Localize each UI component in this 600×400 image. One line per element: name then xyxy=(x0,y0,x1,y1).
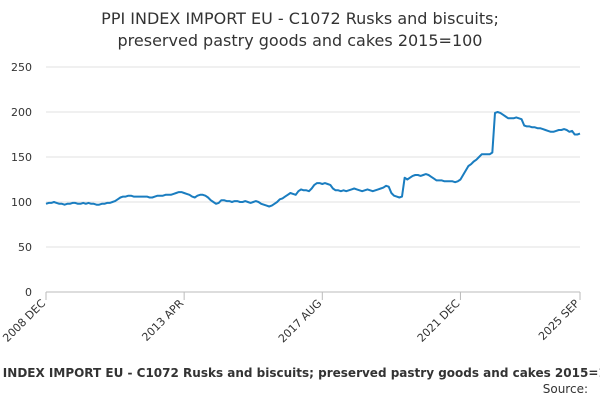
source-label: Source: xyxy=(543,382,588,396)
x-tick-label: 2008 DEC xyxy=(0,297,48,345)
y-tick-label: 0 xyxy=(25,286,32,299)
y-tick-label: 150 xyxy=(11,151,32,164)
y-tick-label: 250 xyxy=(11,61,32,74)
chart-title: PPI INDEX IMPORT EU - C1072 Rusks and bi… xyxy=(101,9,499,28)
line-series xyxy=(45,111,581,208)
legend-label: PPI INDEX IMPORT EU - C1072 Rusks and bi… xyxy=(0,366,600,380)
x-tick-label: 2021 DEC xyxy=(415,297,463,345)
y-tick-label: 100 xyxy=(11,196,32,209)
x-tick-label: 2025 SEP xyxy=(536,297,582,343)
chart-title: preserved pastry goods and cakes 2015=10… xyxy=(118,31,483,50)
x-tick-label: 2013 APR xyxy=(139,297,186,344)
y-tick-label: 200 xyxy=(11,106,32,119)
y-tick-label: 50 xyxy=(18,241,32,254)
x-tick-label: 2017 AUG xyxy=(276,297,325,346)
